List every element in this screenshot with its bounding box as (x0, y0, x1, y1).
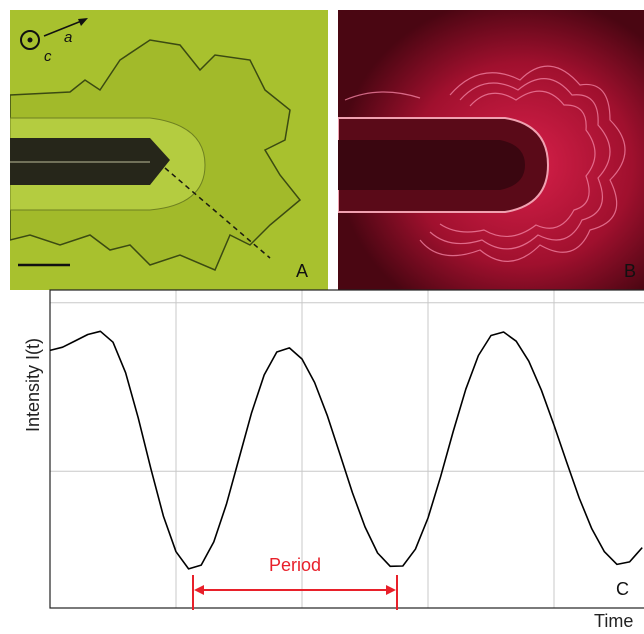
axis-label: c (44, 48, 52, 65)
axis-c-symbol (20, 30, 40, 50)
panel-label: A (296, 261, 308, 281)
panel-b: B (338, 10, 644, 290)
arrow-head (194, 585, 204, 595)
panel-a: c a A (10, 10, 328, 290)
plot (49, 289, 644, 609)
axis-label: a (64, 29, 72, 46)
fringes (344, 65, 626, 262)
panel-label: B (624, 261, 636, 281)
annotation: Period (269, 555, 321, 575)
arrow-head (386, 585, 396, 595)
period-annotation: Period (192, 555, 398, 610)
y-axis-label: Intensity I(t) (23, 338, 43, 432)
axis-a-arrow (43, 19, 85, 37)
needle-core (338, 140, 525, 190)
plot-frame (49, 289, 644, 609)
axis-a-head (78, 18, 88, 26)
x-axis-label: Time (594, 611, 633, 631)
intensity-line (49, 330, 643, 570)
axis-c-dot (27, 37, 33, 43)
panel-label: C (616, 579, 629, 599)
